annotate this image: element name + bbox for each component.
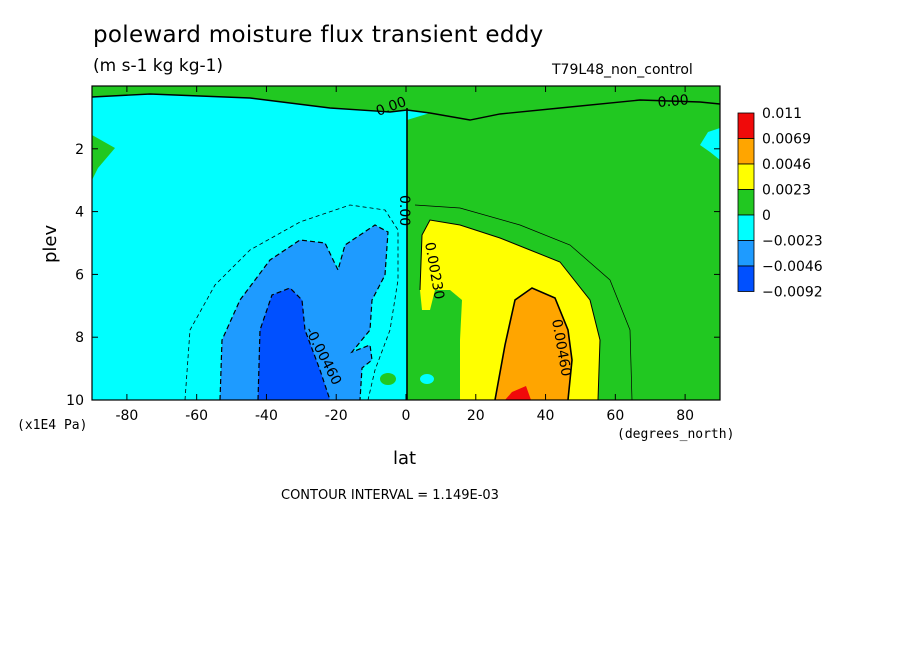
contour-neg-dashed-2 [257, 287, 331, 400]
fill-green-sh-edge [92, 135, 115, 180]
chart-units: (m s-1 kg kg-1) [93, 56, 224, 76]
colorbar-label: −0.0046 [762, 259, 823, 275]
contour-zero-line-top [92, 93, 720, 121]
colorbar: 0.011 0.0069 0.0046 0.0023 0 −0.0023 −0.0046 −0… [737, 106, 823, 301]
fill-cyan-equator [420, 374, 434, 384]
contour-neg-dashed-1 [219, 224, 389, 400]
contour-interval: CONTOUR INTERVAL = 1.149E-03 [281, 488, 499, 503]
x-axis-unit: (degrees_north) [617, 427, 734, 442]
x-axis: -80 -60 -40 -20 0 20 40 60 80 [115, 86, 694, 424]
x-tick-label: -20 [325, 408, 348, 424]
y-tick-label: 10 [66, 393, 84, 409]
x-tick-label: -80 [115, 408, 138, 424]
colorbar-swatch [737, 214, 755, 241]
y-tick-label: 8 [75, 330, 84, 346]
fill-red-nh [505, 386, 531, 400]
colorbar-label: 0.0023 [762, 183, 811, 199]
contour-neg-dashed-outer [184, 204, 399, 400]
colorbar-label: 0.0046 [762, 157, 811, 173]
x-tick-label: 20 [467, 408, 485, 424]
x-tick-label: -40 [255, 408, 278, 424]
contour-pos-solid-2 [494, 287, 573, 400]
x-tick-label: 40 [537, 408, 555, 424]
contour-label: 0.00 [396, 195, 412, 226]
x-tick-label: 0 [402, 408, 411, 424]
colorbar-label: 0.0069 [762, 132, 811, 148]
y-tick-label: 2 [75, 142, 84, 158]
run-label: T79L48_non_control [552, 62, 693, 78]
colorbar-swatch [737, 189, 755, 216]
x-tick-label: -60 [185, 408, 208, 424]
fill-blue2-sh [258, 288, 330, 400]
colorbar-label: −0.0092 [762, 285, 823, 301]
fill-green-equator [380, 373, 396, 385]
contour-pos-solid-1 [419, 219, 601, 400]
y-axis-unit: (x1E4 Pa) [17, 418, 87, 433]
colorbar-swatch [737, 138, 755, 165]
colorbar-swatch [737, 163, 755, 190]
fill-orange-nh [495, 288, 572, 400]
colorbar-label: 0 [762, 208, 771, 224]
contour-fill-layer [92, 86, 720, 400]
contour-pos-thin-outer [414, 204, 633, 400]
colorbar-label: −0.0023 [762, 234, 823, 250]
y-axis: 2 4 6 8 10 [66, 142, 720, 409]
colorbar-label: 0.011 [762, 106, 802, 122]
colorbar-swatch [737, 240, 755, 267]
colorbar-swatch [737, 112, 755, 139]
y-tick-label: 4 [75, 205, 84, 221]
contour-label: 0.00 [657, 92, 689, 111]
contour-line-layer [92, 93, 720, 400]
x-tick-label: 80 [676, 408, 694, 424]
chart-title: poleward moisture flux transient eddy [93, 22, 544, 48]
y-axis-label: plev [40, 224, 61, 263]
x-tick-label: 60 [606, 408, 624, 424]
colorbar-swatch [737, 265, 755, 292]
x-axis-label: lat [393, 448, 416, 469]
y-tick-label: 6 [75, 267, 84, 283]
fill-cyan-nh-pole [700, 128, 720, 160]
fill-green-top [92, 86, 720, 120]
